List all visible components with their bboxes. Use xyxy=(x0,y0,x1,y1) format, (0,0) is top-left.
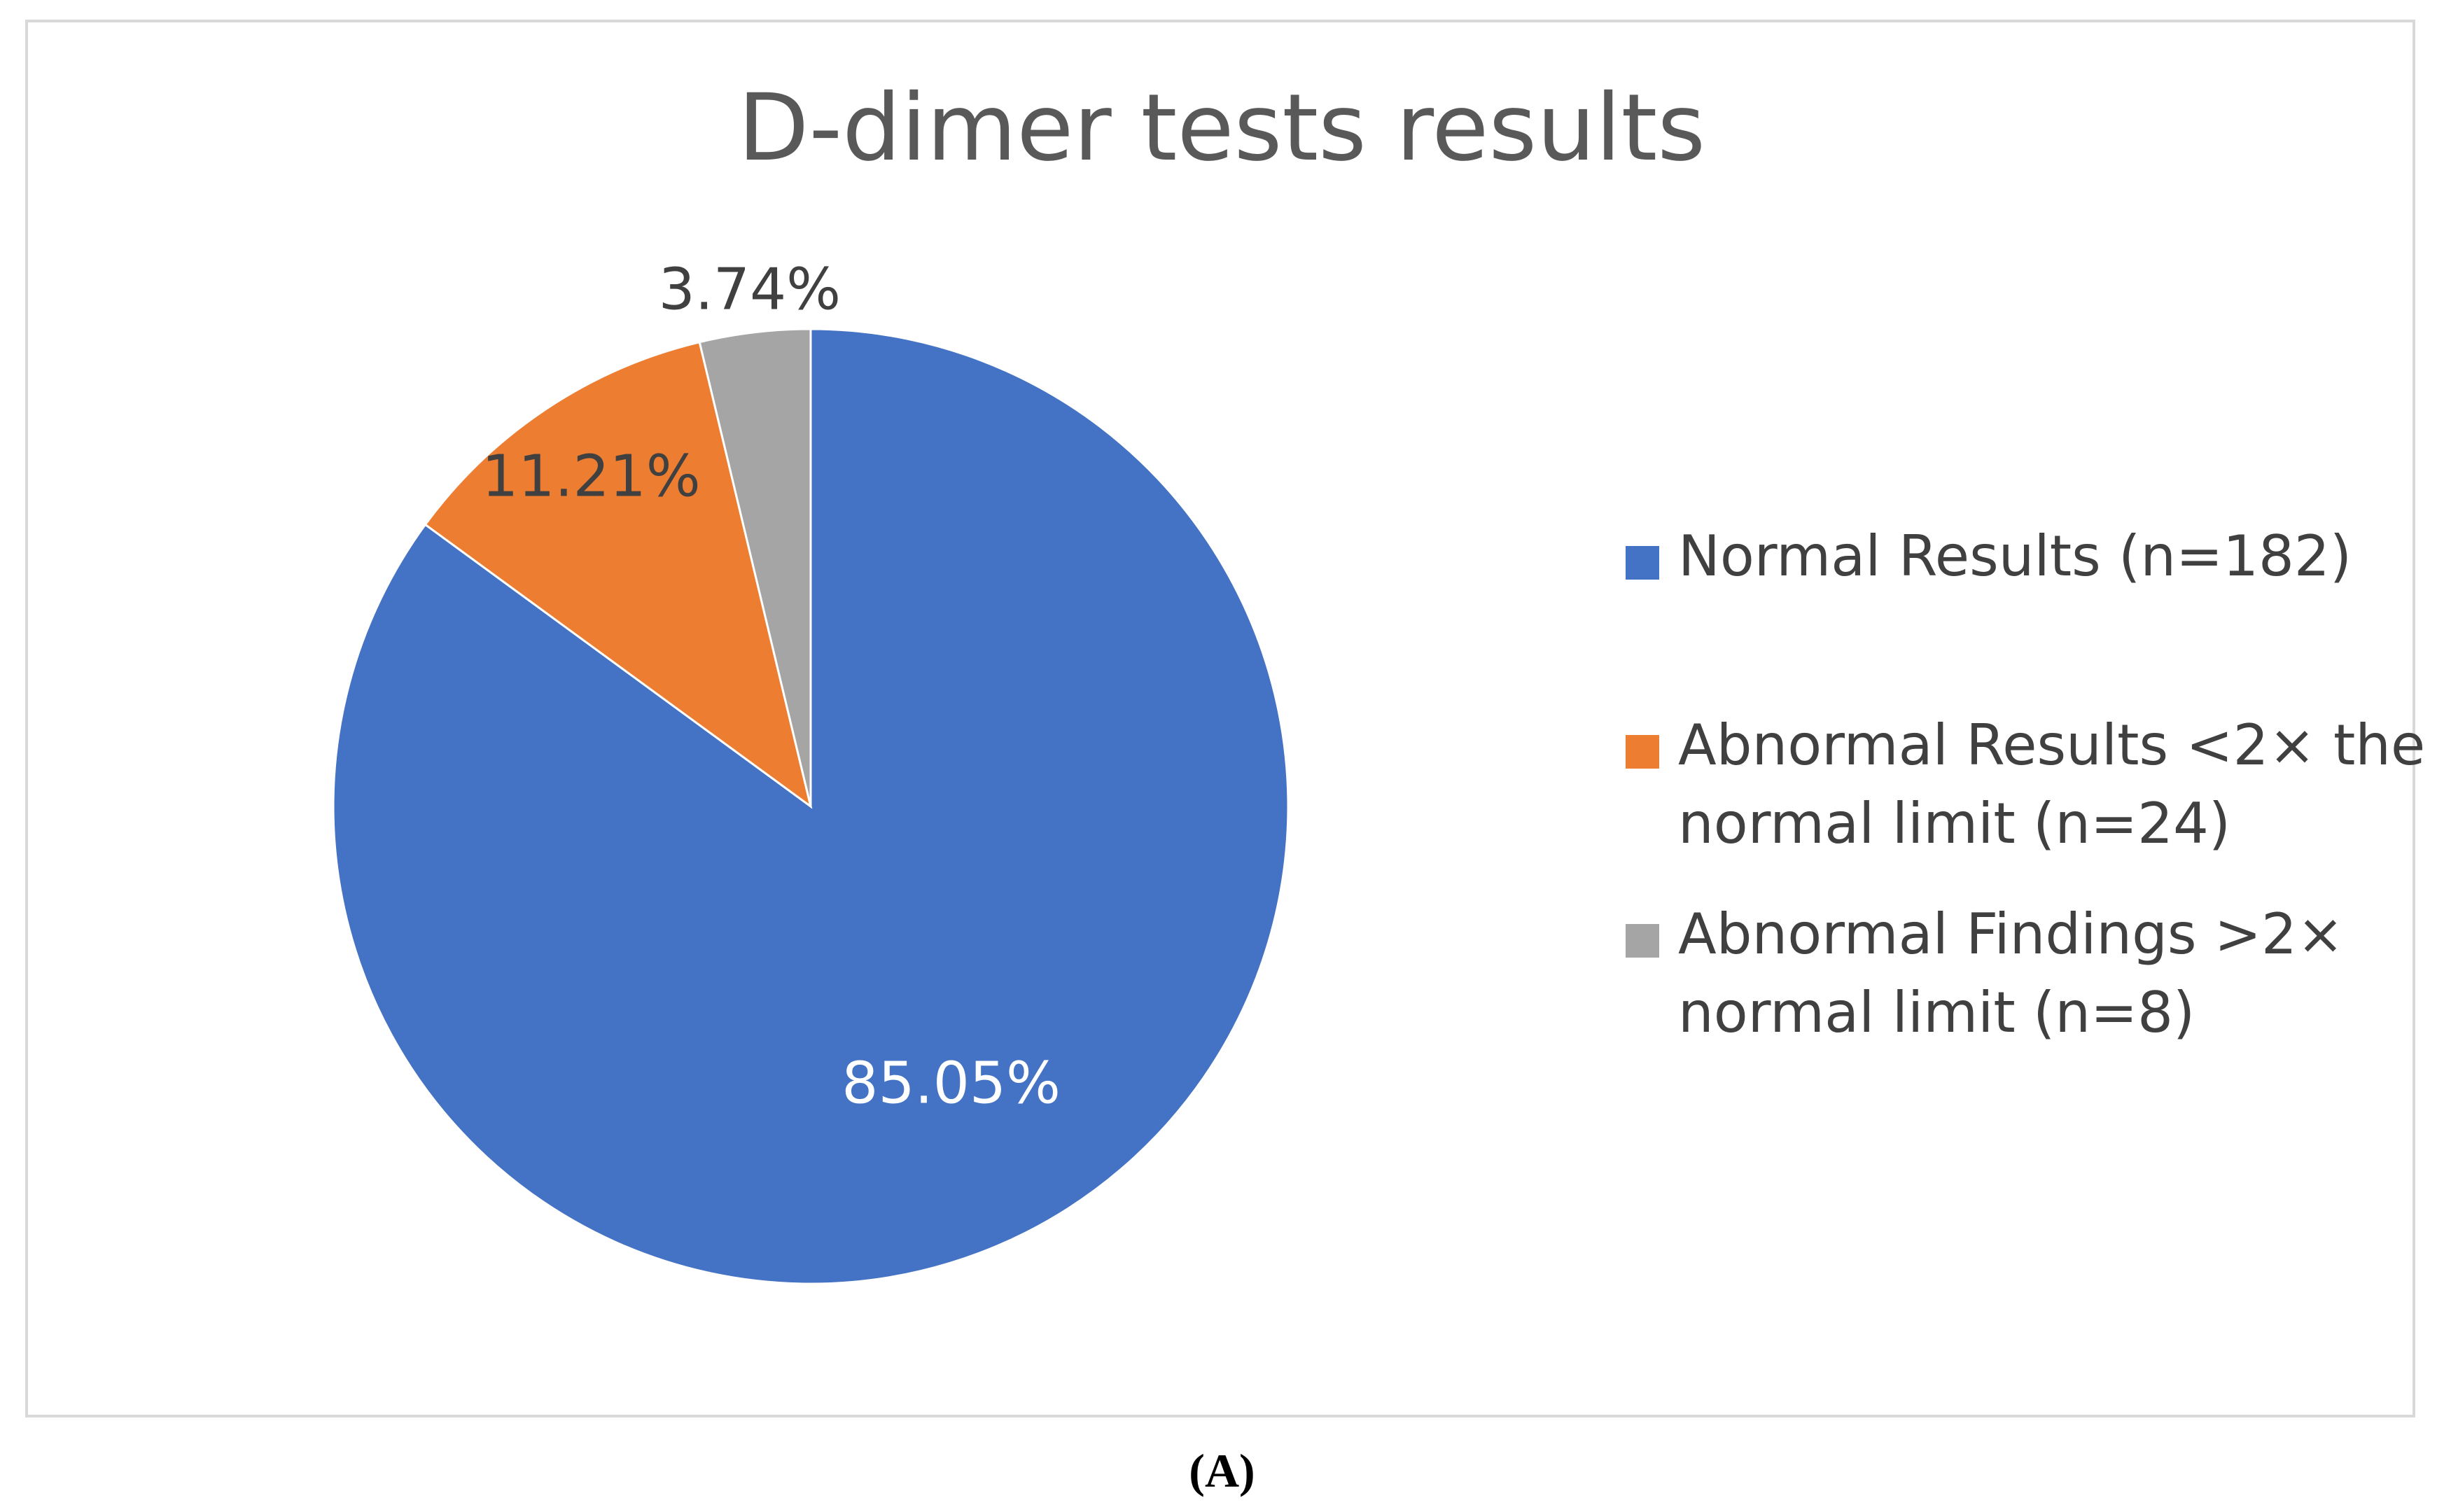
pie-slice-abnormal-results-lt2x xyxy=(424,340,813,809)
chart-title: D-dimer tests results xyxy=(738,74,1705,182)
data-label-normal-results: 85.05% xyxy=(842,1050,1061,1116)
data-labels: 85.05% 11.21% 3.74% xyxy=(482,257,1061,1117)
legend-label-normal-results: Normal Results (n=182) xyxy=(1678,524,2352,589)
legend-item-abnormal-findings-gt2x: Abnormal Findings >2× normal limit (n=8) xyxy=(1626,902,2344,1045)
legend-item-abnormal-results-lt2x: Abnormal Results <2× the normal limit (n=… xyxy=(1626,713,2425,856)
legend-label-abnormal-findings-gt2x: Abnormal Findings >2× normal limit (n=8) xyxy=(1678,902,2344,1045)
legend-swatch-abnormal-results-lt2x xyxy=(1626,735,1659,769)
legend: Normal Results (n=182) Abnormal Results <… xyxy=(1626,524,2425,1045)
legend-swatch-normal-results xyxy=(1626,546,1659,580)
pie-slice-abnormal-findings-gt2x xyxy=(698,328,812,807)
legend-label-abnormal-results-lt2x: Abnormal Results <2× the normal limit (n=… xyxy=(1678,713,2425,856)
legend-swatch-abnormal-findings-gt2x xyxy=(1626,924,1659,958)
data-label-abnormal-findings-gt2x: 3.74% xyxy=(659,257,842,323)
pie-slices xyxy=(332,328,1290,1285)
data-label-abnormal-results-lt2x: 11.21% xyxy=(482,444,701,510)
panel-caption: (A) xyxy=(1189,1444,1255,1497)
legend-item-normal-results: Normal Results (n=182) xyxy=(1626,524,2352,589)
